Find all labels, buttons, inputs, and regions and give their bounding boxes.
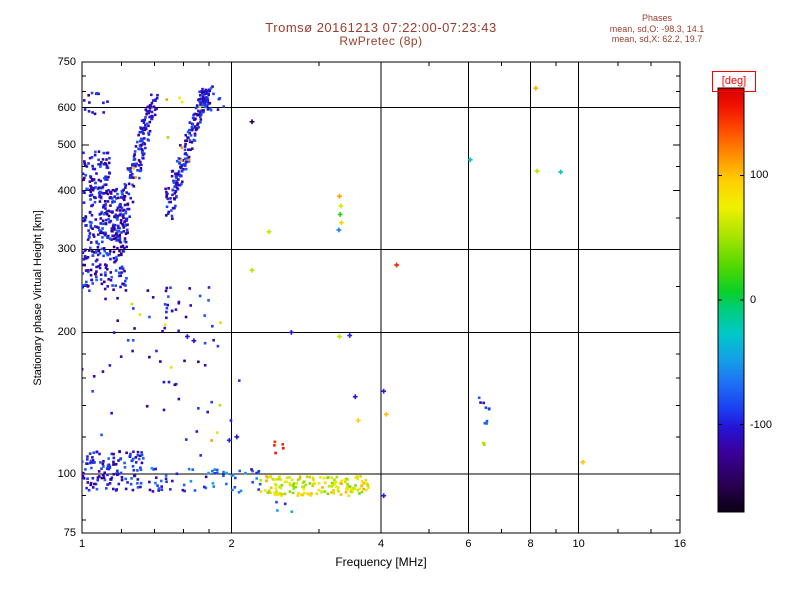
- y-axis-label: Stationary phase Virtual Height [km]: [32, 210, 44, 386]
- x-tick-label: 1: [78, 538, 86, 550]
- y-tick-label: 400: [57, 184, 76, 197]
- y-tick-label: 300: [57, 243, 76, 256]
- phase-stats-mean-o: mean, sd,O: -98.3, 14.1: [609, 23, 705, 34]
- phase-stats-mean-x: mean, sd,X: 62.2, 19.7: [611, 34, 703, 44]
- phase-stats: Phases mean, sd,O: -98.3, 14.1 mean, sd,…: [596, 13, 718, 45]
- phase-stats-heading: Phases: [641, 13, 673, 23]
- colorbar-tick-label: -100: [750, 418, 773, 431]
- y-tick-label: 600: [57, 101, 76, 114]
- plot-subtitle: RwPretec (8p): [339, 34, 423, 48]
- y-tick-label: 750: [57, 56, 76, 68]
- plot-title: Tromsø 20161213 07:22:00-07:23:43: [265, 20, 497, 35]
- y-tick-label: 100: [57, 468, 76, 481]
- x-tick-label: 2: [228, 538, 235, 550]
- x-tick-label: 16: [673, 538, 687, 550]
- y-tick-label: 500: [57, 138, 76, 151]
- x-tick-label: 4: [377, 538, 385, 550]
- colorbar-unit-label: [deg]: [712, 71, 756, 92]
- y-tick-label: 75: [63, 527, 76, 539]
- x-tick-label: 10: [572, 538, 585, 550]
- y-tick-label: 200: [57, 326, 76, 339]
- colorbar-tick-label: 0: [750, 294, 757, 306]
- x-tick-label: 8: [527, 538, 534, 550]
- x-axis-label: Frequency [MHz]: [335, 555, 427, 569]
- colorbar-tick-label: 100: [750, 169, 769, 182]
- x-tick-label: 6: [465, 538, 472, 550]
